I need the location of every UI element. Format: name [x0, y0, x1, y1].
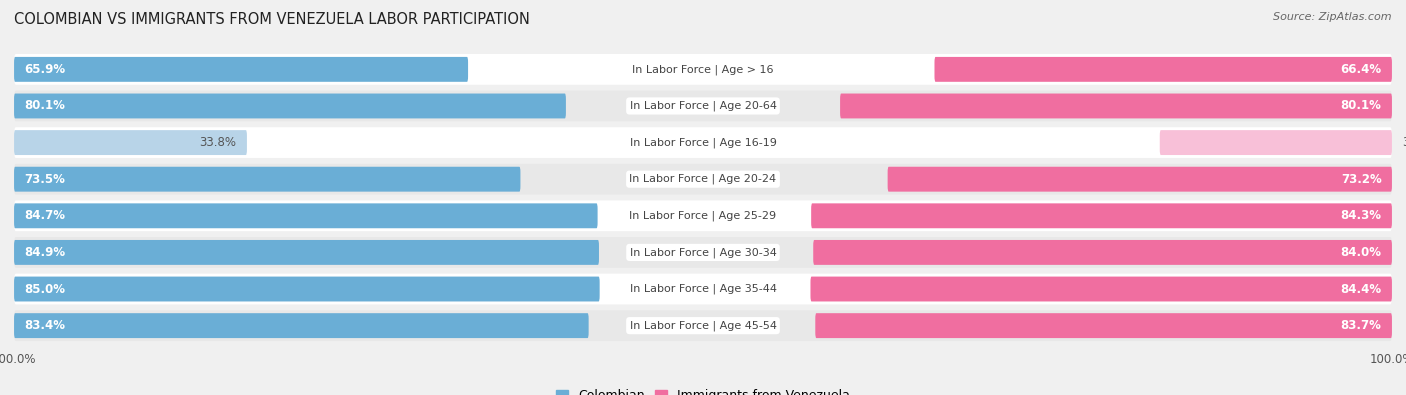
Text: 33.7%: 33.7% — [1402, 136, 1406, 149]
Text: In Labor Force | Age 20-64: In Labor Force | Age 20-64 — [630, 101, 776, 111]
FancyBboxPatch shape — [810, 276, 1392, 301]
FancyBboxPatch shape — [14, 200, 1392, 231]
Text: 80.1%: 80.1% — [24, 100, 65, 113]
Text: In Labor Force | Age 25-29: In Labor Force | Age 25-29 — [630, 211, 776, 221]
Text: In Labor Force | Age 30-34: In Labor Force | Age 30-34 — [630, 247, 776, 258]
Text: COLOMBIAN VS IMMIGRANTS FROM VENEZUELA LABOR PARTICIPATION: COLOMBIAN VS IMMIGRANTS FROM VENEZUELA L… — [14, 12, 530, 27]
FancyBboxPatch shape — [14, 240, 599, 265]
Text: In Labor Force | Age > 16: In Labor Force | Age > 16 — [633, 64, 773, 75]
FancyBboxPatch shape — [14, 167, 520, 192]
Text: Source: ZipAtlas.com: Source: ZipAtlas.com — [1274, 12, 1392, 22]
FancyBboxPatch shape — [14, 90, 1392, 121]
Text: In Labor Force | Age 20-24: In Labor Force | Age 20-24 — [630, 174, 776, 184]
Text: In Labor Force | Age 16-19: In Labor Force | Age 16-19 — [630, 137, 776, 148]
Text: 84.9%: 84.9% — [24, 246, 66, 259]
FancyBboxPatch shape — [14, 94, 565, 118]
FancyBboxPatch shape — [815, 313, 1392, 338]
Text: 84.7%: 84.7% — [24, 209, 66, 222]
FancyBboxPatch shape — [887, 167, 1392, 192]
FancyBboxPatch shape — [14, 130, 247, 155]
Text: 84.4%: 84.4% — [1340, 282, 1382, 295]
Text: 85.0%: 85.0% — [24, 282, 66, 295]
Text: 84.3%: 84.3% — [1340, 209, 1382, 222]
FancyBboxPatch shape — [14, 237, 1392, 268]
FancyBboxPatch shape — [14, 54, 1392, 85]
FancyBboxPatch shape — [14, 203, 598, 228]
FancyBboxPatch shape — [811, 203, 1392, 228]
Text: 83.4%: 83.4% — [24, 319, 66, 332]
FancyBboxPatch shape — [14, 164, 1392, 195]
FancyBboxPatch shape — [935, 57, 1392, 82]
Text: 65.9%: 65.9% — [24, 63, 66, 76]
Legend: Colombian, Immigrants from Venezuela: Colombian, Immigrants from Venezuela — [551, 384, 855, 395]
Text: 33.8%: 33.8% — [200, 136, 236, 149]
Text: In Labor Force | Age 35-44: In Labor Force | Age 35-44 — [630, 284, 776, 294]
FancyBboxPatch shape — [14, 127, 1392, 158]
FancyBboxPatch shape — [14, 274, 1392, 305]
FancyBboxPatch shape — [14, 276, 599, 301]
Text: 80.1%: 80.1% — [1341, 100, 1382, 113]
FancyBboxPatch shape — [1160, 130, 1392, 155]
FancyBboxPatch shape — [14, 313, 589, 338]
Text: In Labor Force | Age 45-54: In Labor Force | Age 45-54 — [630, 320, 776, 331]
Text: 73.5%: 73.5% — [24, 173, 65, 186]
Text: 84.0%: 84.0% — [1340, 246, 1382, 259]
FancyBboxPatch shape — [813, 240, 1392, 265]
FancyBboxPatch shape — [841, 94, 1392, 118]
Text: 83.7%: 83.7% — [1341, 319, 1382, 332]
Text: 73.2%: 73.2% — [1341, 173, 1382, 186]
FancyBboxPatch shape — [14, 57, 468, 82]
FancyBboxPatch shape — [14, 310, 1392, 341]
Text: 66.4%: 66.4% — [1340, 63, 1382, 76]
